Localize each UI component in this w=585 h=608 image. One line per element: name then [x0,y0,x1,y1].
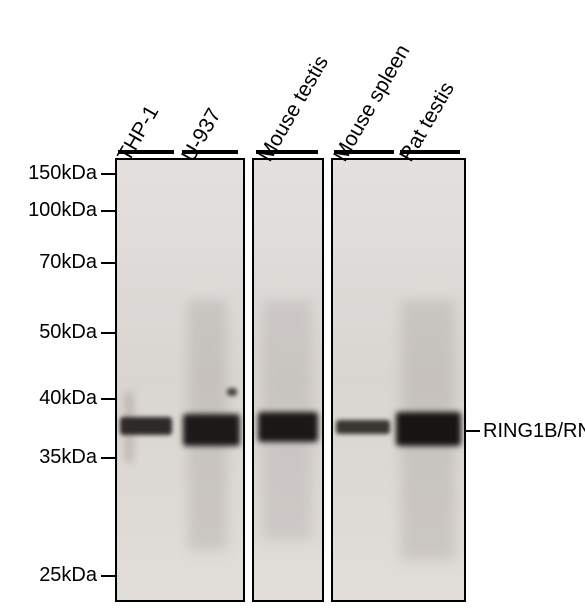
ladder-label: 35kDa [39,446,97,469]
ladder-tick [101,262,115,264]
lane-label: Mouse testis [254,52,334,166]
lane-label-text: Mouse testis [254,52,333,166]
protein-band [183,414,240,446]
target-line [466,430,480,432]
lane-label-text: THP-1 [113,101,163,165]
protein-band [336,420,390,434]
protein-band [120,417,172,435]
ladder-tick [101,457,115,459]
ladder-label: 25kDa [39,564,97,587]
ladder-label: 100kDa [28,199,97,222]
ladder-tick [101,173,115,175]
ladder-label: 50kDa [39,321,97,344]
ladder-tick [101,575,115,577]
target-label: RING1B/RNF2 [483,420,585,443]
western-blot-figure: 150kDa 100kDa 70kDa 50kDa 40kDa 35kDa 25kDa TH… [0,0,585,608]
ladder-tick [101,210,115,212]
protein-band [227,388,237,396]
ladder-label: 150kDa [28,162,97,185]
lane-label: U-937 [177,104,226,166]
ladder-label: 70kDa [39,251,97,274]
ladder-tick [101,398,115,400]
lane-label: THP-1 [113,101,164,166]
ladder-tick [101,332,115,334]
protein-band [258,412,318,442]
protein-band [396,412,461,446]
lane-label-text: U-937 [177,104,226,165]
ladder-label: 40kDa [39,387,97,410]
